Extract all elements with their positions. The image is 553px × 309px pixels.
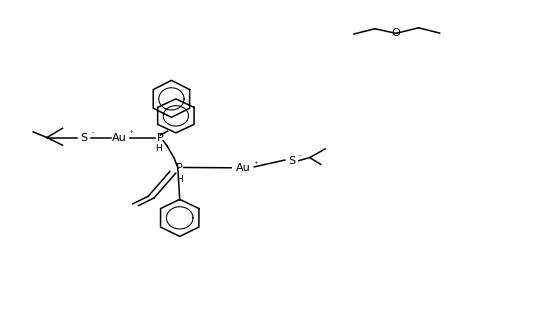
Text: ⁻: ⁻ xyxy=(90,129,95,138)
Text: S: S xyxy=(288,156,295,166)
Text: Au: Au xyxy=(236,163,251,173)
Text: ⁺: ⁺ xyxy=(253,160,258,169)
Text: P: P xyxy=(157,133,164,142)
Text: P: P xyxy=(176,163,183,173)
Text: H: H xyxy=(176,175,183,184)
Text: ⁻: ⁻ xyxy=(298,152,302,161)
Text: Au: Au xyxy=(112,133,126,142)
Text: ⁺: ⁺ xyxy=(129,129,133,138)
Text: H: H xyxy=(155,144,162,153)
Text: O: O xyxy=(392,28,400,38)
Text: S: S xyxy=(81,133,87,142)
